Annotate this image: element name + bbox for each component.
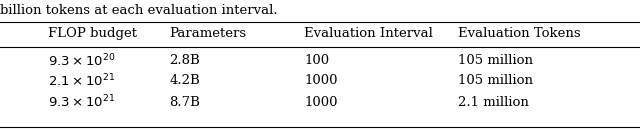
Text: $2.1 \times 10^{21}$: $2.1 \times 10^{21}$	[48, 72, 115, 89]
Text: $9.3 \times 10^{20}$: $9.3 \times 10^{20}$	[48, 53, 115, 69]
Text: Parameters: Parameters	[170, 27, 247, 40]
Text: 2.8B: 2.8B	[170, 54, 200, 67]
Text: 105 million: 105 million	[458, 74, 532, 87]
Text: Evaluation Tokens: Evaluation Tokens	[458, 27, 580, 40]
Text: Evaluation Interval: Evaluation Interval	[304, 27, 433, 40]
Text: 8.7B: 8.7B	[170, 96, 200, 109]
Text: 1000: 1000	[304, 74, 337, 87]
Text: 100: 100	[304, 54, 329, 67]
Text: 2.1 million: 2.1 million	[458, 96, 529, 109]
Text: billion tokens at each evaluation interval.: billion tokens at each evaluation interv…	[0, 4, 278, 17]
Text: $9.3 \times 10^{21}$: $9.3 \times 10^{21}$	[48, 94, 115, 110]
Text: FLOP budget: FLOP budget	[48, 27, 137, 40]
Text: 4.2B: 4.2B	[170, 74, 200, 87]
Text: 1000: 1000	[304, 96, 337, 109]
Text: 105 million: 105 million	[458, 54, 532, 67]
